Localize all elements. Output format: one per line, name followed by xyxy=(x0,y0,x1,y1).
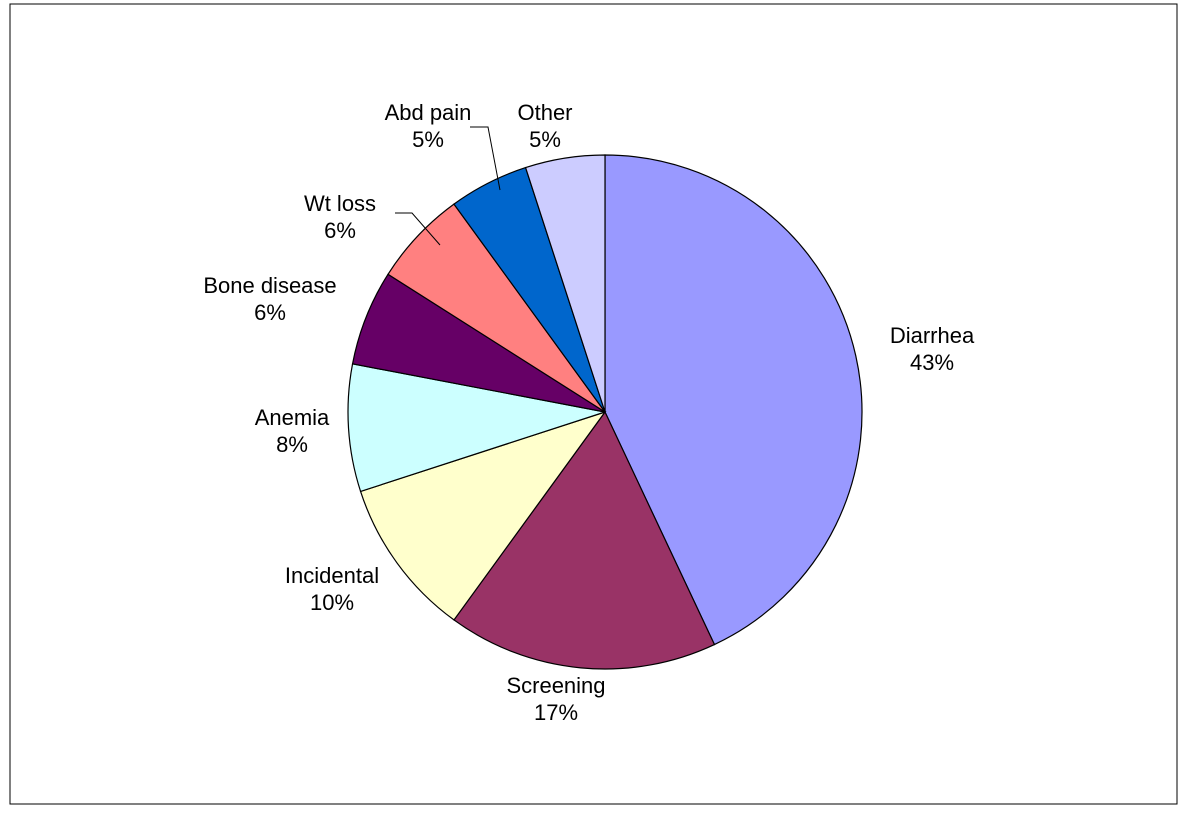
slice-value-label: 6% xyxy=(254,300,286,325)
pie-slice xyxy=(347,363,606,493)
slice-value-label: 8% xyxy=(276,432,308,457)
pie-slice xyxy=(524,154,606,413)
leader-line xyxy=(395,212,441,246)
slice-label: Abd pain xyxy=(385,100,472,125)
slice-value-label: 5% xyxy=(529,127,561,152)
pie-slice xyxy=(359,410,607,621)
slice-value-label: 10% xyxy=(310,590,354,615)
slice-label: Anemia xyxy=(255,405,330,430)
slice-label: Wt loss xyxy=(304,191,376,216)
leader-line xyxy=(470,126,501,191)
slice-label: Incidental xyxy=(285,563,379,588)
slice-label: Screening xyxy=(506,673,605,698)
slice-label: Other xyxy=(517,100,572,125)
slice-label: Bone disease xyxy=(203,273,336,298)
slice-value-label: 6% xyxy=(324,218,356,243)
slice-value-label: 43% xyxy=(910,350,954,375)
slice-value-label: 5% xyxy=(412,127,444,152)
slice-value-label: 17% xyxy=(534,700,578,725)
pie-slice xyxy=(604,154,863,646)
slice-label: Diarrhea xyxy=(890,323,975,348)
pie-slice xyxy=(453,410,716,670)
